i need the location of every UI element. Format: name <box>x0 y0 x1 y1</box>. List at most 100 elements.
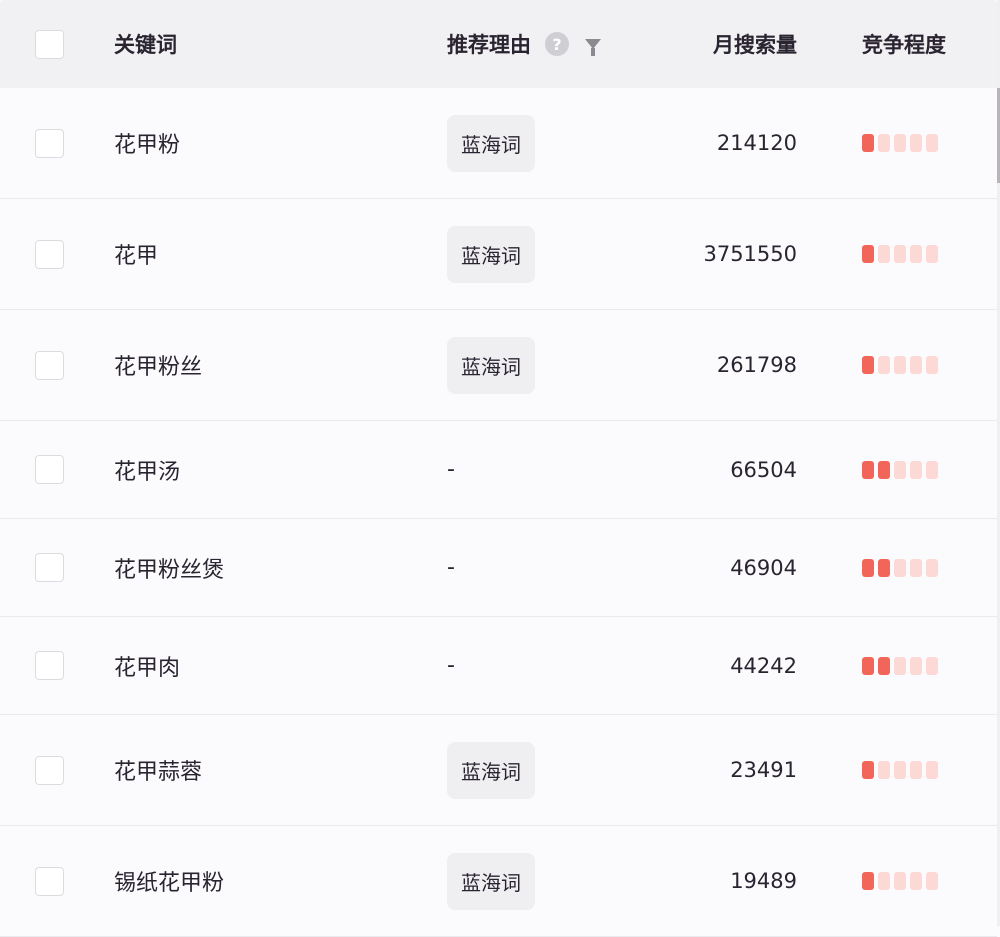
table-header: 关键词 推荐理由 ? 月搜索量 竞争程度 <box>0 0 997 88</box>
competition-meter <box>862 558 938 577</box>
competition-segment <box>926 134 938 152</box>
table-row: 锡纸花甲粉 蓝海词 19489 <box>0 826 997 937</box>
scrollbar-thumb[interactable] <box>997 88 1000 183</box>
competition-segment <box>910 761 922 779</box>
competition-segment <box>862 558 874 577</box>
competition-segment <box>862 356 874 374</box>
competition-segment <box>862 460 874 479</box>
competition-segment <box>894 460 906 479</box>
competition-meter <box>862 872 938 890</box>
competition-meter <box>862 761 938 779</box>
competition-segment <box>894 656 906 675</box>
competition-segment <box>878 134 890 152</box>
reason-cell: - <box>447 653 455 678</box>
competition-segment <box>894 356 906 374</box>
competition-segment <box>894 558 906 577</box>
competition-segment <box>862 872 874 890</box>
volume-cell: 19489 <box>730 869 797 893</box>
reason-tag: 蓝海词 <box>447 852 535 910</box>
competition-segment <box>926 872 938 890</box>
reason-cell: 蓝海词 <box>447 225 535 283</box>
volume-cell: 46904 <box>730 555 797 580</box>
competition-segment <box>910 134 922 152</box>
competition-segment <box>894 134 906 152</box>
keyword-cell: 锡纸花甲粉 <box>114 871 225 896</box>
competition-segment <box>910 245 922 263</box>
keyword-cell: 花甲粉丝 <box>114 355 203 380</box>
reason-tag: 蓝海词 <box>447 336 535 394</box>
competition-segment <box>862 761 874 779</box>
volume-cell: 66504 <box>730 457 797 482</box>
reason-cell: - <box>447 457 455 482</box>
competition-segment <box>878 460 890 479</box>
header-competition[interactable]: 竞争程度 <box>862 33 946 57</box>
volume-cell: 214120 <box>716 131 797 155</box>
competition-segment <box>926 656 938 675</box>
competition-segment <box>894 761 906 779</box>
competition-segment <box>926 761 938 779</box>
competition-meter <box>862 356 938 374</box>
keyword-cell: 花甲粉 <box>114 133 181 158</box>
table-row: 花甲汤 - 66504 <box>0 421 997 519</box>
competition-segment <box>910 460 922 479</box>
header-volume[interactable]: 月搜索量 <box>713 33 797 57</box>
competition-segment <box>878 761 890 779</box>
reason-cell: 蓝海词 <box>447 741 535 799</box>
table-row: 花甲粉丝煲 - 46904 <box>0 519 997 617</box>
table-row: 花甲肉 - 44242 <box>0 617 997 715</box>
competition-segment <box>878 356 890 374</box>
table-row: 花甲粉丝 蓝海词 261798 <box>0 310 997 421</box>
row-checkbox[interactable] <box>35 553 64 582</box>
keyword-cell: 花甲蒜蓉 <box>114 760 203 785</box>
reason-cell: 蓝海词 <box>447 852 535 910</box>
competition-meter <box>862 245 938 263</box>
reason-tag: 蓝海词 <box>447 741 535 799</box>
competition-segment <box>926 356 938 374</box>
select-all-checkbox[interactable] <box>35 29 64 59</box>
row-checkbox[interactable] <box>35 755 64 785</box>
competition-meter <box>862 656 938 675</box>
competition-segment <box>894 872 906 890</box>
competition-meter <box>862 134 938 152</box>
competition-segment <box>910 558 922 577</box>
header-keyword: 关键词 <box>114 33 177 57</box>
competition-segment <box>910 872 922 890</box>
keyword-cell: 花甲粉丝煲 <box>114 557 225 583</box>
competition-segment <box>878 245 890 263</box>
reason-cell: - <box>447 555 455 580</box>
reason-tag: 蓝海词 <box>447 114 535 172</box>
competition-segment <box>862 134 874 152</box>
reason-empty: - <box>447 653 455 678</box>
keyword-cell: 花甲肉 <box>114 655 181 681</box>
volume-cell: 44242 <box>730 653 797 678</box>
row-checkbox[interactable] <box>35 651 64 680</box>
reason-empty: - <box>447 555 455 580</box>
volume-cell: 261798 <box>716 353 797 377</box>
competition-segment <box>894 245 906 263</box>
competition-segment <box>862 245 874 263</box>
competition-segment <box>926 245 938 263</box>
table-row: 花甲 蓝海词 3751550 <box>0 199 997 310</box>
row-checkbox[interactable] <box>35 239 64 269</box>
competition-segment <box>910 656 922 675</box>
volume-cell: 3751550 <box>703 242 797 266</box>
table-row: 花甲粉 蓝海词 214120 <box>0 88 997 199</box>
header-reason-label: 推荐理由 <box>447 33 531 57</box>
competition-meter <box>862 460 938 479</box>
row-checkbox[interactable] <box>35 128 64 158</box>
volume-cell: 23491 <box>730 758 797 782</box>
row-checkbox[interactable] <box>35 350 64 380</box>
competition-segment <box>910 356 922 374</box>
row-checkbox[interactable] <box>35 455 64 484</box>
scrollbar[interactable] <box>997 0 1000 926</box>
row-checkbox[interactable] <box>35 866 64 896</box>
competition-segment <box>878 872 890 890</box>
header-reason: 推荐理由 ? <box>447 29 601 59</box>
keyword-cell: 花甲 <box>114 244 159 269</box>
competition-segment <box>926 558 938 577</box>
competition-segment <box>862 656 874 675</box>
help-icon[interactable]: ? <box>545 32 569 56</box>
table-row: 花甲蒜蓉 蓝海词 23491 <box>0 715 997 826</box>
filter-icon[interactable] <box>585 39 601 56</box>
